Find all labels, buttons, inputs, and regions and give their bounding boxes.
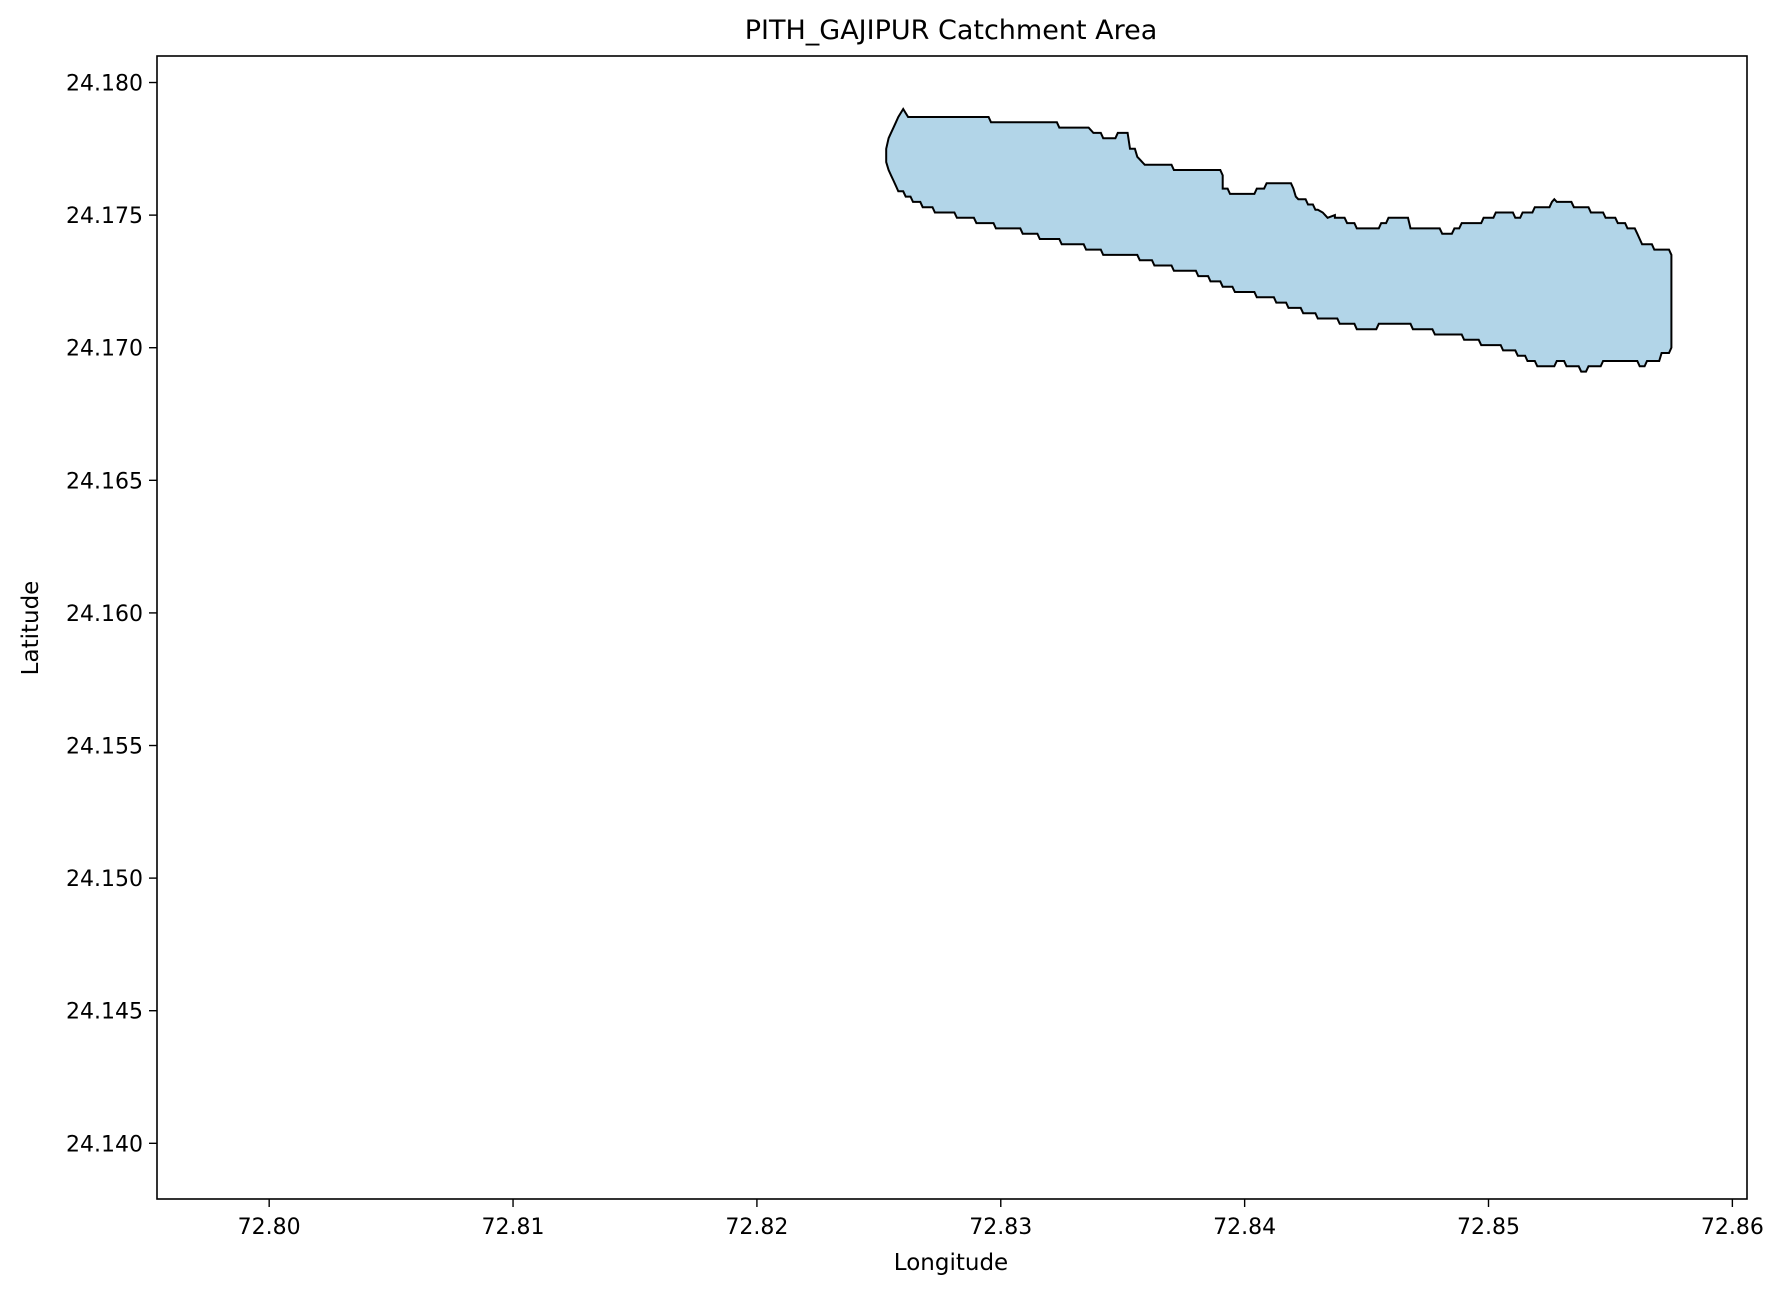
y-tick-label: 24.175: [66, 204, 143, 229]
chart-title: PITH_GAJIPUR Catchment Area: [745, 15, 1158, 46]
y-tick-label: 24.145: [66, 1000, 143, 1025]
x-axis-label: Longitude: [894, 1250, 1008, 1276]
y-tick-label: 24.155: [66, 735, 143, 760]
x-tick-label: 72.83: [969, 1215, 1032, 1240]
y-tick-label: 24.140: [66, 1132, 143, 1157]
x-tick-label: 72.84: [1213, 1215, 1276, 1240]
y-tick-label: 24.165: [66, 469, 143, 494]
y-axis: 24.140 24.145 24.150 24.155 24.160 24.165 24.1…: [66, 72, 157, 1157]
x-tick-label: 72.80: [238, 1215, 301, 1240]
axes-frame: [156, 55, 1748, 1200]
y-tick-label: 24.160: [66, 602, 143, 627]
x-tick-label: 72.81: [482, 1215, 545, 1240]
y-tick-label: 24.180: [66, 72, 143, 97]
y-axis-label: Latitude: [18, 581, 44, 676]
catchment-polygon: [885, 107, 1673, 373]
x-tick-label: 72.86: [1701, 1215, 1764, 1240]
x-tick-label: 72.82: [725, 1215, 788, 1240]
plot-area: [885, 107, 1673, 373]
y-tick-label: 24.170: [66, 337, 143, 362]
y-tick-label: 24.150: [66, 867, 143, 892]
x-axis: 72.80 72.81 72.82 72.83 72.84 72.85 72.86: [238, 1199, 1764, 1240]
x-tick-label: 72.85: [1457, 1215, 1520, 1240]
